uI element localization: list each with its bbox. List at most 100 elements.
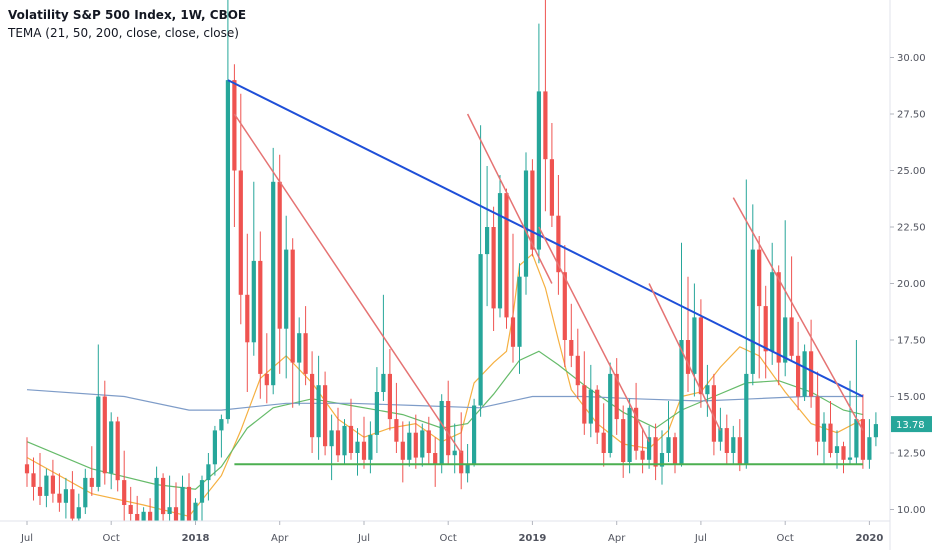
candle-body xyxy=(219,419,224,431)
candle xyxy=(640,428,645,474)
candle xyxy=(264,333,269,404)
candle xyxy=(199,475,205,521)
candle xyxy=(627,398,632,474)
candle xyxy=(491,206,496,331)
candle-body xyxy=(148,511,153,521)
candle xyxy=(789,256,794,361)
candle-body xyxy=(523,170,529,277)
candle-body xyxy=(31,473,36,487)
candle xyxy=(796,321,801,411)
candle-body xyxy=(692,317,697,374)
candle xyxy=(290,238,295,408)
candle-body xyxy=(828,423,833,453)
candle-body xyxy=(368,434,373,460)
candle-body xyxy=(621,419,626,462)
candle xyxy=(504,188,509,329)
candle xyxy=(154,466,159,521)
x-tick-label: 2018 xyxy=(182,533,210,544)
candle xyxy=(711,373,716,456)
candle-body xyxy=(76,507,81,519)
candle-body xyxy=(653,437,658,467)
candle-body xyxy=(232,80,237,171)
candle-body xyxy=(83,477,88,508)
candle xyxy=(770,242,775,365)
candle-body xyxy=(212,430,217,465)
candle xyxy=(776,265,781,386)
candle-body xyxy=(757,249,762,307)
candle-body xyxy=(394,419,399,442)
candle-body xyxy=(750,249,755,374)
x-tick-label: Oct xyxy=(440,533,457,544)
candle-body xyxy=(485,227,490,255)
candle-body xyxy=(711,385,716,442)
candle-body xyxy=(504,193,509,318)
candle xyxy=(530,159,535,257)
candle xyxy=(251,181,256,356)
candle xyxy=(867,419,872,469)
candle-body xyxy=(199,480,205,503)
candle xyxy=(245,233,250,392)
candle-body xyxy=(647,437,652,460)
candle xyxy=(634,382,639,460)
candle xyxy=(102,380,107,485)
candle xyxy=(148,498,153,521)
candle xyxy=(575,328,580,399)
candle xyxy=(841,441,846,474)
candle xyxy=(141,507,146,521)
candle-body xyxy=(873,424,878,438)
candle xyxy=(238,93,243,325)
candle-body xyxy=(783,317,788,363)
candle xyxy=(180,475,185,521)
tema-50-line xyxy=(26,350,864,490)
candle-body xyxy=(588,389,593,424)
trend-line-downtrend-late-2018 xyxy=(466,113,553,284)
candle xyxy=(543,0,548,212)
trend-line-downtrend-2019-q1 xyxy=(538,226,650,443)
candle xyxy=(44,468,49,508)
candle-body xyxy=(841,446,846,460)
candle xyxy=(76,493,81,521)
candle xyxy=(653,423,658,481)
y-tick-label: 22.50 xyxy=(897,223,926,234)
x-tick-label: Jul xyxy=(694,533,707,544)
candle xyxy=(420,423,425,467)
candle xyxy=(50,459,55,503)
candle-body xyxy=(245,294,250,343)
candle-body xyxy=(491,227,496,309)
x-tick-label: Oct xyxy=(777,533,794,544)
candle xyxy=(614,358,619,435)
candle xyxy=(96,344,101,492)
candle-body xyxy=(847,457,853,460)
candle xyxy=(37,453,43,505)
candle-body xyxy=(413,432,418,458)
candle-body xyxy=(763,306,768,352)
candle xyxy=(549,123,554,227)
candle-body xyxy=(569,340,574,356)
candle xyxy=(750,204,755,386)
candle xyxy=(433,437,438,487)
candle-body xyxy=(465,464,470,474)
candle xyxy=(860,394,865,469)
candle xyxy=(394,382,399,453)
candle-body xyxy=(96,396,101,487)
candle-body xyxy=(796,355,801,397)
candle xyxy=(167,475,172,521)
candle-body xyxy=(549,159,554,216)
candle xyxy=(685,276,691,392)
candle xyxy=(310,351,315,453)
candle-body xyxy=(381,373,386,392)
candle-body xyxy=(821,423,827,442)
candle-body xyxy=(426,430,431,453)
candle xyxy=(335,407,341,462)
candle xyxy=(342,419,347,465)
candle xyxy=(400,421,405,483)
x-axis: Jul Oct 2018 Apr Jul Oct 2019 Apr Jul Oct 2020 xyxy=(20,521,883,544)
candle xyxy=(724,414,729,465)
candle-body xyxy=(277,181,282,329)
candle xyxy=(361,416,367,469)
candle xyxy=(873,412,878,447)
candle xyxy=(323,371,328,456)
candle xyxy=(426,416,431,465)
candle-body xyxy=(439,401,444,465)
